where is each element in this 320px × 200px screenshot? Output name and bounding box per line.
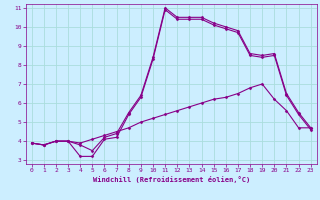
X-axis label: Windchill (Refroidissement éolien,°C): Windchill (Refroidissement éolien,°C) [92,176,250,183]
